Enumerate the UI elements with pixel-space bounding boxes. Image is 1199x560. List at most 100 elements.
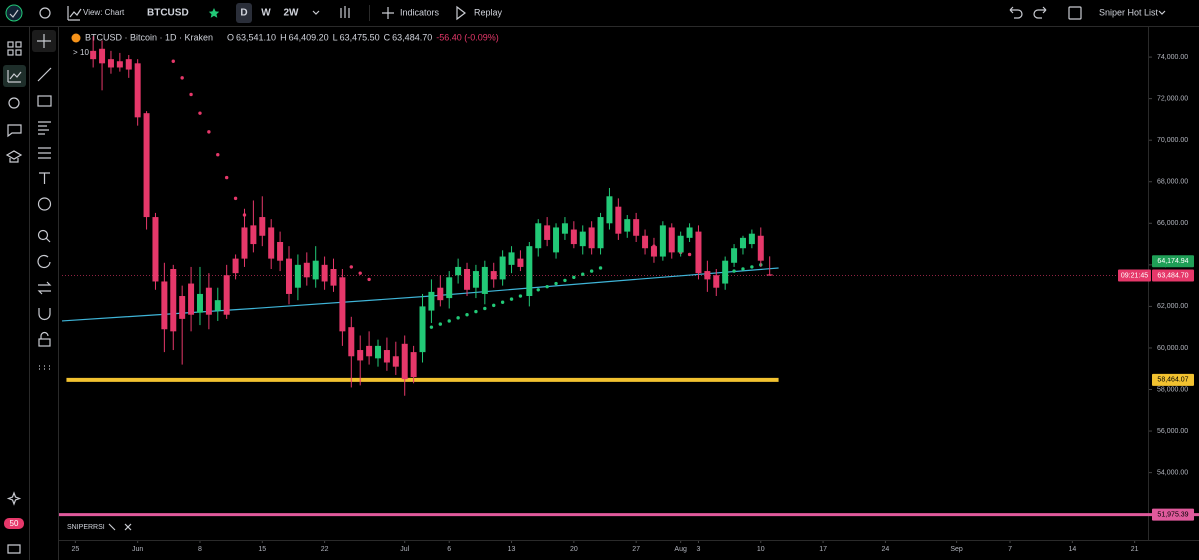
sar-dot	[447, 319, 451, 323]
x-tick-label: 14	[1068, 546, 1076, 553]
candle-body	[392, 356, 399, 367]
level-label-box	[1152, 373, 1194, 386]
sidebar-icon[interactable]	[7, 544, 21, 554]
lock-tool-shackle	[40, 331, 49, 339]
sidebar-icon[interactable]	[6, 491, 22, 506]
legend-toggle[interactable]: >	[73, 48, 78, 57]
redo-icon[interactable]	[1033, 6, 1047, 19]
candle-body	[668, 227, 675, 253]
sidebar-icon[interactable]	[7, 124, 22, 138]
watchlist-checkbox[interactable]	[1068, 6, 1082, 20]
interval-button[interactable]: D	[240, 8, 247, 19]
undo-icon[interactable]	[1009, 6, 1023, 19]
countdown-box	[1118, 269, 1151, 282]
crosshair-tool[interactable]	[37, 34, 51, 48]
sidebar-icon[interactable]	[7, 49, 14, 56]
pattern-tool[interactable]	[38, 147, 51, 159]
sync-tool[interactable]	[37, 281, 52, 295]
candle-body	[179, 296, 186, 319]
candle-body	[713, 275, 720, 288]
level-label: 51,975.39	[1157, 512, 1188, 519]
candle-body	[490, 271, 497, 280]
watchlist-button[interactable]: Sniper Hot List	[1099, 7, 1159, 17]
legend-collapse-count[interactable]: 10	[80, 48, 89, 57]
sidebar-icon[interactable]	[7, 41, 14, 48]
candle-body	[125, 59, 132, 70]
candle-body	[428, 291, 435, 311]
reset-tool[interactable]	[37, 254, 51, 269]
more-tools[interactable]	[39, 365, 50, 370]
sar-dot	[349, 265, 354, 269]
candle-body	[330, 269, 337, 286]
lock-tool[interactable]	[38, 338, 51, 347]
sar-dot	[598, 266, 603, 270]
sar-dot	[572, 275, 576, 280]
sidebar-icon[interactable]	[5, 150, 23, 163]
view-button[interactable]: View: Chart	[83, 8, 125, 17]
sar-dot	[207, 130, 211, 134]
sar-dot	[456, 316, 460, 320]
logo[interactable]	[5, 4, 23, 22]
candle-body	[241, 227, 248, 259]
candle-body	[739, 237, 746, 249]
watchlist-dropdown[interactable]	[1158, 10, 1166, 15]
sar-dot	[429, 325, 434, 329]
y-tick-label: 56,000.00	[1157, 428, 1188, 435]
ohlc-key: C	[384, 32, 391, 42]
interval-button[interactable]: W	[261, 8, 271, 19]
candle-body	[259, 217, 266, 236]
sar-dot	[367, 277, 371, 282]
sidebar-icon[interactable]	[15, 49, 22, 56]
candle-body	[642, 235, 649, 249]
candle-body	[659, 225, 666, 257]
sidebar-icon[interactable]	[7, 70, 22, 83]
sar-dot	[500, 300, 505, 304]
x-tick-label: Aug	[674, 546, 687, 553]
sidebar-icon[interactable]	[8, 97, 20, 109]
ohlc-key: O	[227, 32, 234, 42]
symbol-button[interactable]: BTCUSD	[147, 8, 189, 19]
ohlc-value: 63,484.70	[392, 32, 432, 42]
candle-body	[464, 269, 471, 290]
favorite-star[interactable]	[208, 8, 220, 18]
replay-icon[interactable]	[456, 5, 466, 21]
zoom-tool[interactable]	[37, 229, 49, 241]
candle-body	[366, 345, 373, 357]
x-tick-label: 10	[757, 546, 765, 553]
sar-dot	[732, 269, 736, 273]
interval-dropdown[interactable]	[312, 10, 320, 15]
chart-type-icon[interactable]	[340, 6, 350, 18]
line-tool[interactable]	[37, 67, 52, 82]
indicators-button[interactable]: Indicators	[400, 7, 440, 17]
candle-body	[223, 275, 230, 315]
fib-tool[interactable]	[38, 121, 51, 135]
candle-body	[748, 233, 755, 245]
pane-controls[interactable]	[108, 523, 132, 531]
sar-dot	[474, 309, 478, 314]
sidebar-active	[3, 65, 26, 87]
text-tool[interactable]	[39, 172, 50, 184]
plot: 54,000.00 56,000.00 58,000.00 60,000.00 62,0…	[59, 36, 1199, 553]
sar-dot	[536, 288, 540, 292]
settings-icon[interactable]	[39, 7, 51, 19]
candle-body	[526, 246, 533, 297]
sar-dot	[545, 284, 549, 289]
replay-button[interactable]: Replay	[474, 7, 503, 17]
indicators-icon[interactable]	[382, 7, 394, 19]
candle-body	[116, 61, 123, 68]
chart-icon[interactable]	[67, 6, 82, 21]
interval-button[interactable]: 2W	[284, 8, 300, 19]
sidebar-icon[interactable]	[15, 41, 22, 48]
shape-tool[interactable]	[37, 95, 52, 107]
sar-dot	[554, 281, 558, 286]
candle-body	[588, 227, 595, 249]
emoji-tool[interactable]	[37, 197, 52, 211]
sar-dot	[171, 59, 175, 63]
magnet-tool[interactable]	[38, 308, 51, 321]
candle-body	[250, 225, 257, 245]
y-tick-label: 60,000.00	[1157, 345, 1188, 352]
sar-dot	[563, 278, 567, 283]
last-price-box	[1152, 269, 1194, 282]
candle-body	[757, 235, 764, 261]
